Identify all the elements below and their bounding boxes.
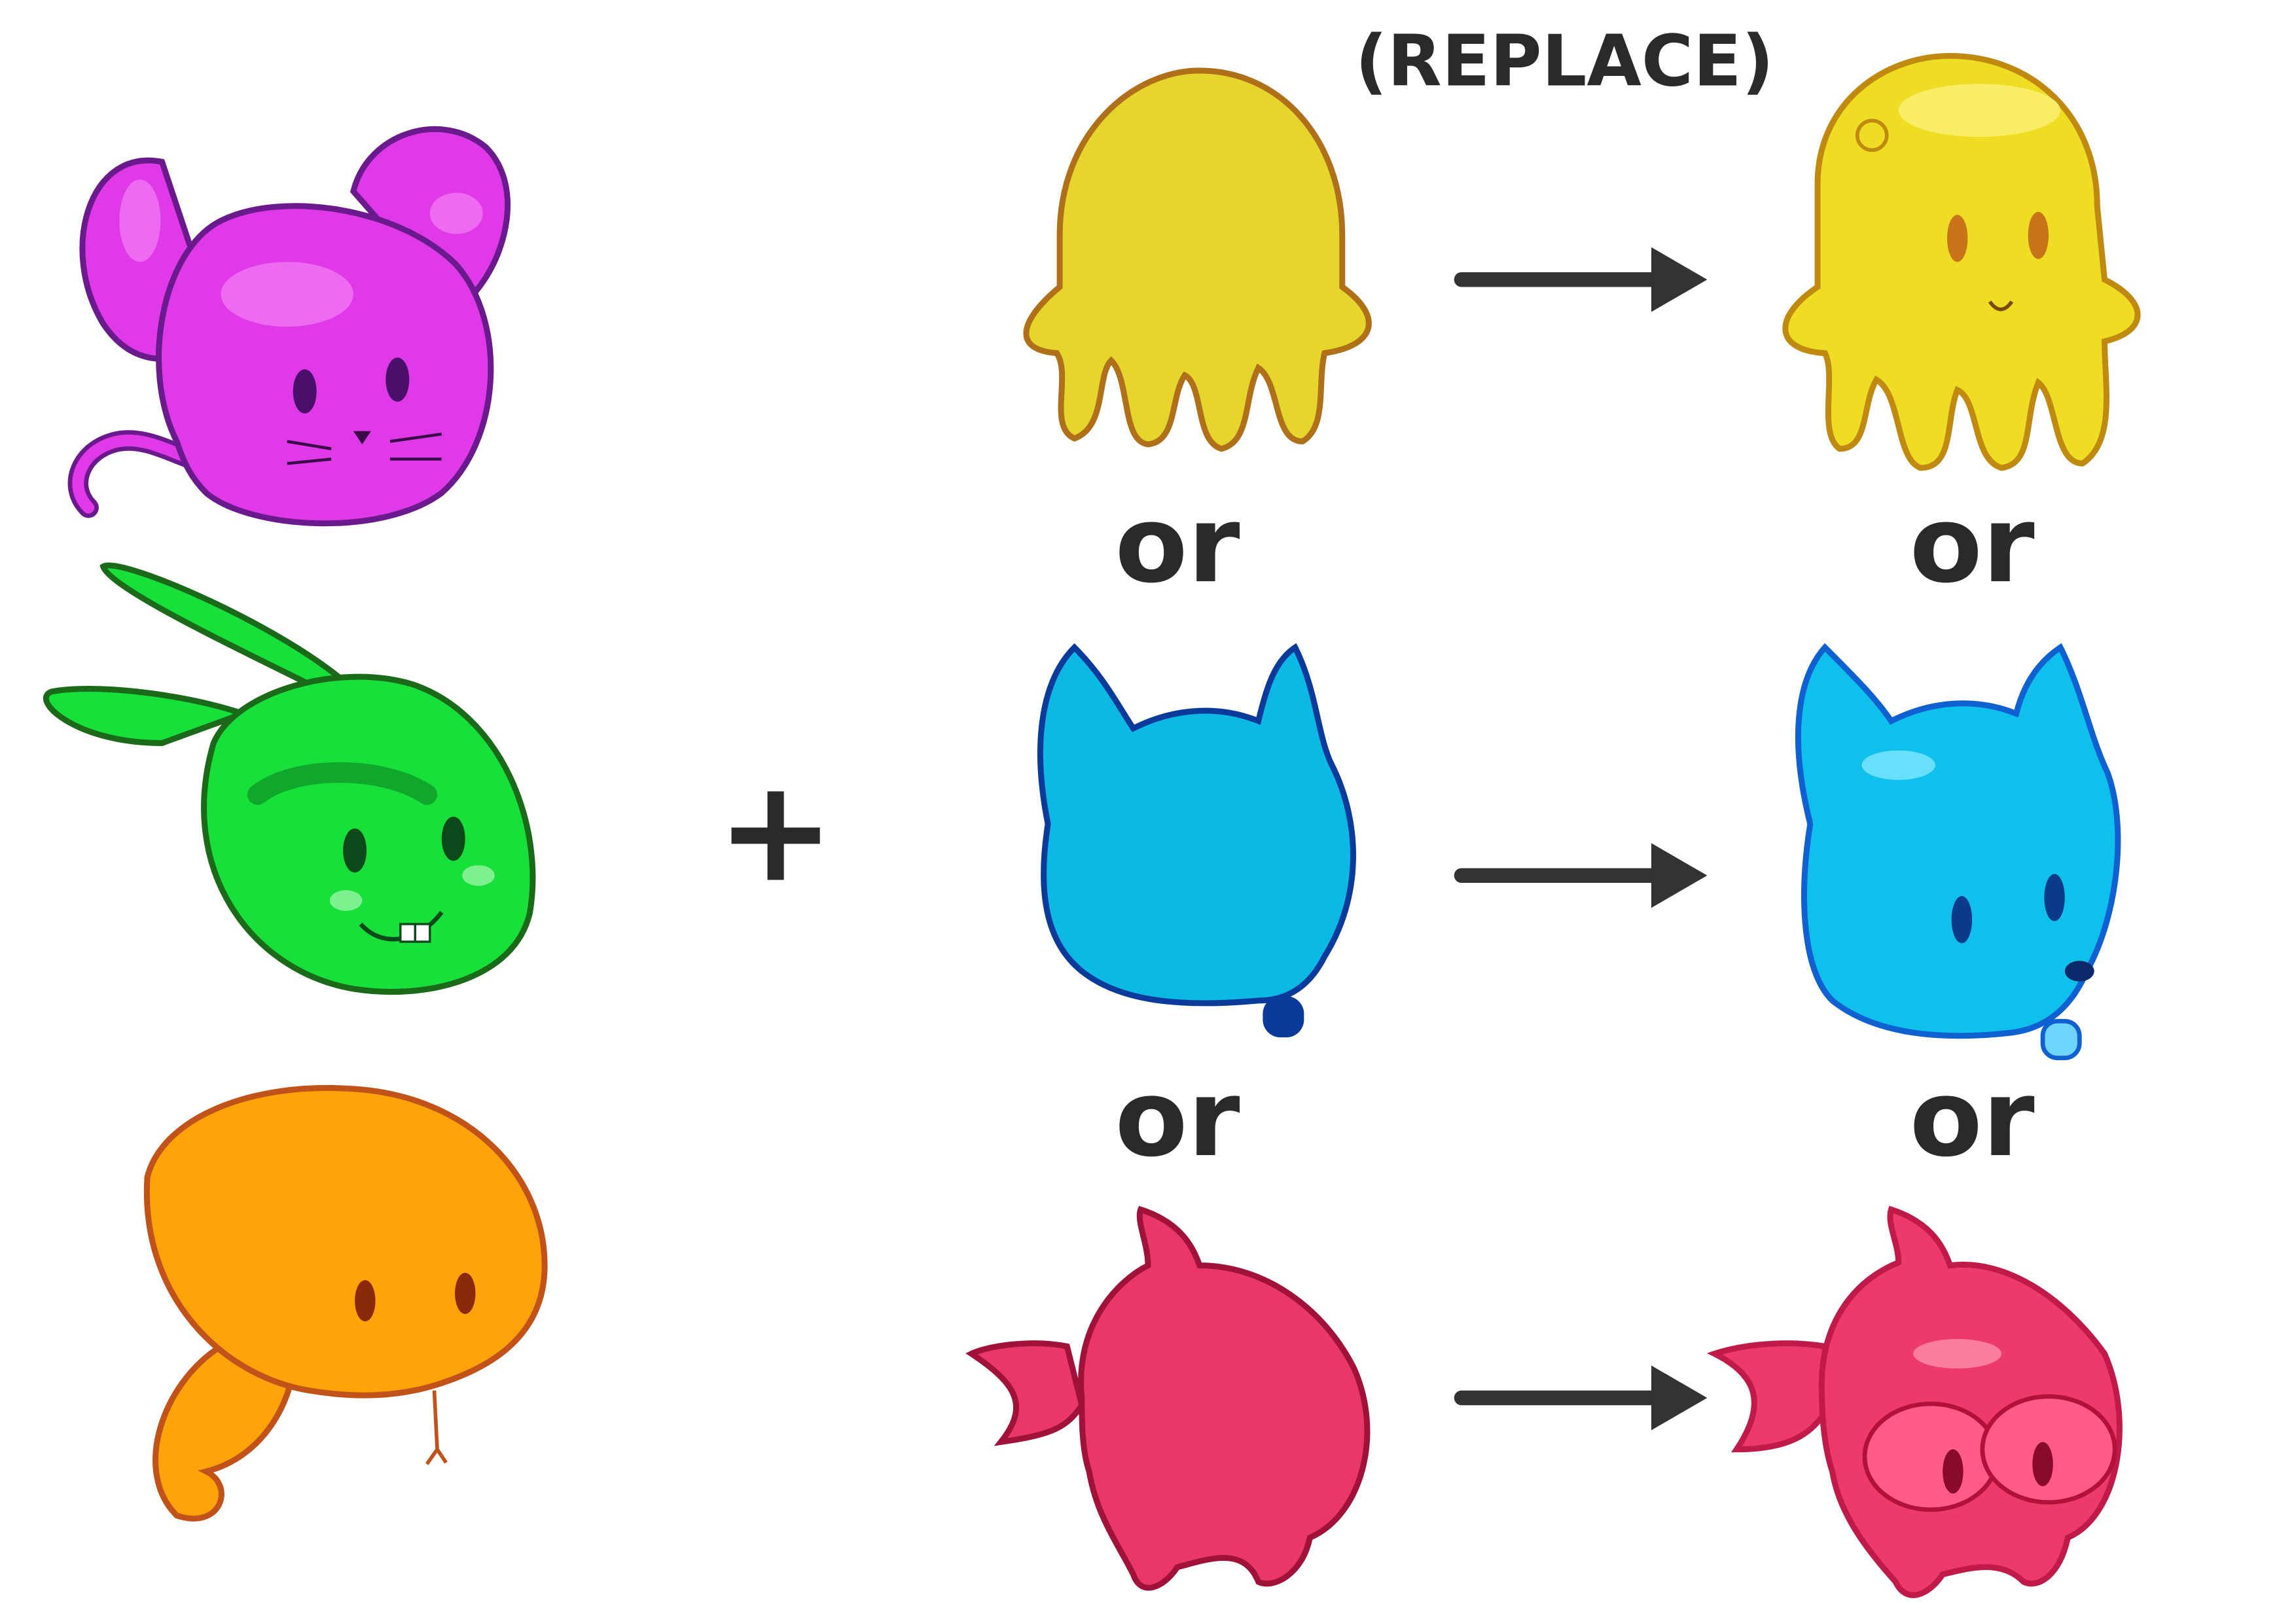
plus-sign: +	[717, 749, 835, 914]
flower-icon	[1855, 118, 1889, 152]
or-label: or	[1115, 484, 1240, 607]
eye-icon	[1943, 1449, 1964, 1494]
jellyfish-character	[1782, 52, 2141, 471]
eye-icon	[441, 816, 465, 861]
tongue-icon	[2040, 1019, 2082, 1060]
jellyfish-silhouette	[1023, 67, 1372, 452]
eye-icon	[2032, 1442, 2053, 1486]
eye-icon	[343, 828, 367, 873]
or-label: or	[1115, 1058, 1240, 1181]
cat-character	[1795, 643, 2121, 1060]
cat-silhouette	[1037, 643, 1356, 1038]
eye-icon	[1946, 215, 1968, 262]
fish-silhouette	[965, 1205, 1371, 1591]
eye-icon	[454, 1272, 476, 1314]
eye-icon	[293, 369, 317, 414]
eye-icon	[355, 1280, 376, 1322]
fish-character	[1706, 1205, 2123, 1598]
or-label: or	[1910, 1058, 2035, 1181]
nose-icon	[2064, 961, 2094, 982]
arrow-icon	[1454, 843, 1708, 908]
eye-icon	[2044, 874, 2065, 921]
eye-icon	[2028, 211, 2049, 259]
replace-label: (REPLACE)	[1355, 20, 1774, 102]
rabbit-head	[43, 562, 536, 995]
or-label: or	[1910, 484, 2035, 607]
snake-head	[143, 1084, 548, 1522]
mouse-head	[67, 126, 511, 527]
arrow-icon	[1454, 247, 1708, 312]
eye-icon	[386, 357, 410, 402]
eye-icon	[1951, 896, 1973, 944]
arrow-icon	[1454, 1365, 1708, 1431]
